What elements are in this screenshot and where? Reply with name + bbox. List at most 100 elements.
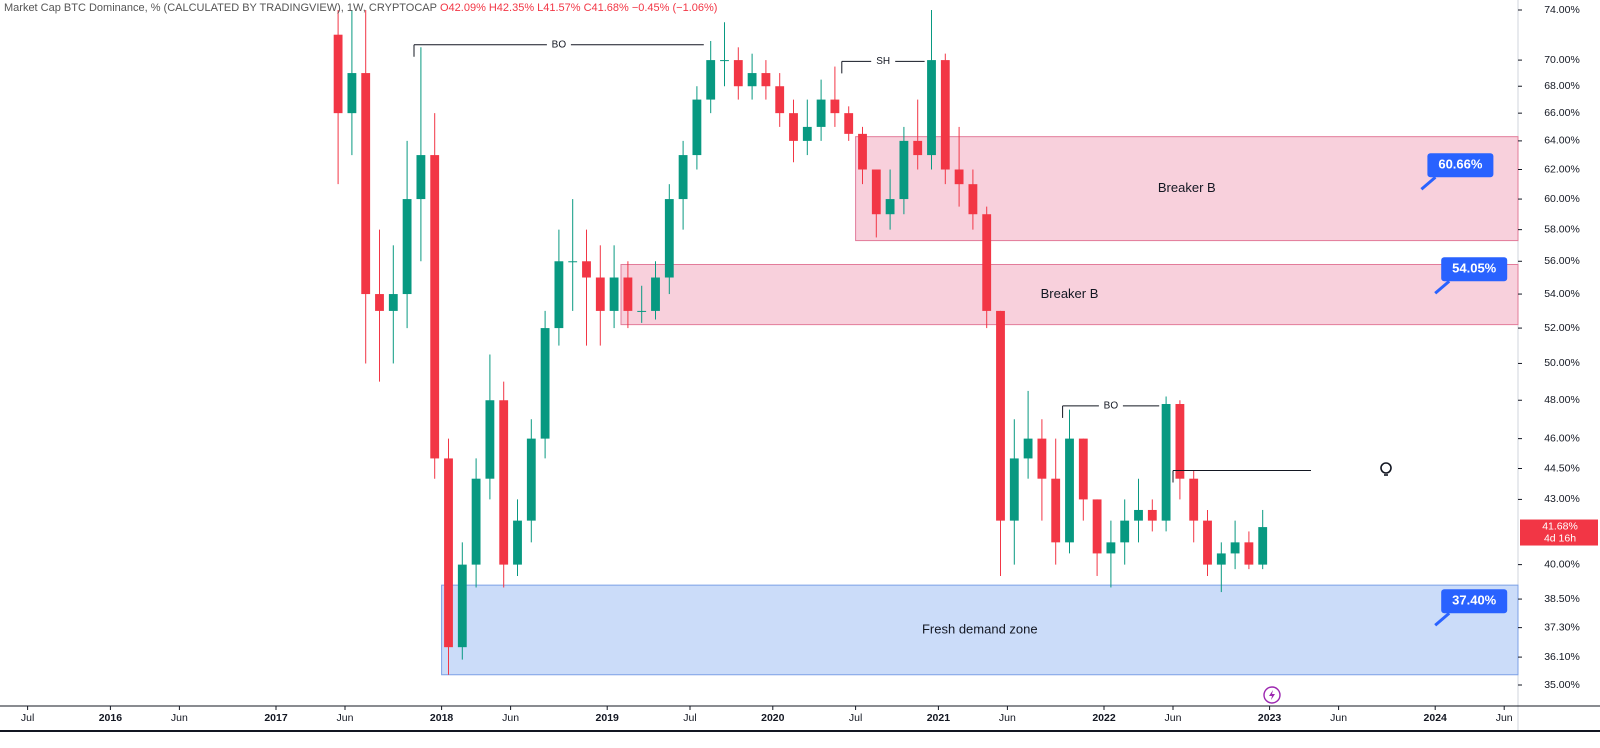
zone	[620, 263, 1519, 326]
ohlc-value: C41.68%	[583, 2, 629, 14]
candle-body	[1037, 438, 1047, 479]
candle-body	[733, 60, 743, 87]
candle-body	[761, 73, 771, 87]
candle-body	[830, 99, 840, 114]
candle-body	[1134, 509, 1143, 521]
candle-body	[692, 99, 702, 156]
candle-body	[899, 140, 909, 200]
y-tick-label: 74.00%	[1544, 4, 1580, 16]
candle-body	[1244, 542, 1254, 565]
candle-body	[1147, 509, 1157, 521]
candle-body	[1120, 520, 1130, 543]
badge-pointer	[1420, 176, 1437, 191]
lightning-icon[interactable]	[1263, 686, 1281, 704]
x-tick-label: 2024	[1424, 712, 1448, 724]
x-tick-label: 2019	[596, 712, 620, 724]
y-tick-label: 54.00%	[1544, 288, 1580, 300]
candle-body	[954, 169, 964, 185]
candle-body	[1258, 527, 1268, 565]
candle-body	[1009, 458, 1019, 521]
candle-body	[485, 400, 495, 479]
candle-body	[1065, 438, 1074, 543]
ohlc-value: −0.45% (−1.06%)	[631, 2, 718, 14]
y-tick-label: 46.00%	[1544, 432, 1580, 444]
candle-body	[582, 261, 591, 278]
ohlc-value: O42.09%	[439, 2, 486, 14]
x-tick-label: 2022	[1092, 712, 1116, 724]
candle-body	[402, 199, 412, 295]
candle-body	[871, 169, 881, 215]
x-tick-label: 2020	[761, 712, 785, 724]
y-tick-label: 64.00%	[1544, 135, 1580, 147]
candle-body	[361, 73, 371, 295]
candle-body	[471, 478, 481, 565]
level-label-bg	[546, 37, 571, 52]
level-label: SH	[876, 56, 890, 67]
candle-body	[347, 73, 357, 114]
candle-body	[775, 86, 785, 114]
y-tick-label: 70.00%	[1544, 54, 1580, 66]
candle-body	[996, 310, 1005, 521]
y-tick-label: 66.00%	[1544, 107, 1580, 119]
last-price-countdown: 4d 16h	[1544, 532, 1576, 544]
x-tick-label: Jul	[683, 712, 696, 724]
x-tick-label: Jun	[502, 712, 519, 724]
candle-body	[1106, 542, 1116, 554]
badge-pointer	[1434, 612, 1451, 627]
candle-body	[816, 99, 826, 127]
candle-body	[802, 126, 812, 141]
y-tick-label: 48.00%	[1544, 394, 1580, 406]
candle-body	[526, 438, 536, 521]
candle-body	[885, 199, 895, 215]
candle-body	[623, 277, 633, 311]
candle-body	[333, 34, 343, 114]
zone	[441, 584, 1519, 676]
price-badge	[1427, 153, 1494, 178]
candle-body	[789, 113, 798, 141]
price-badge-label: 60.66%	[1438, 157, 1483, 172]
candle-body	[1161, 404, 1171, 521]
candle-body	[388, 294, 398, 311]
candle-body	[375, 294, 384, 311]
candle-body	[1216, 553, 1226, 565]
last-price-badge	[1520, 519, 1598, 546]
candle-body	[444, 458, 453, 648]
candle-body	[664, 199, 674, 278]
y-tick-label: 52.00%	[1544, 322, 1580, 334]
candle-body	[1023, 438, 1033, 459]
candle-body	[540, 328, 550, 439]
x-tick-label: Jun	[337, 712, 354, 724]
x-tick-label: 2018	[430, 712, 454, 724]
level-label: BO	[552, 39, 567, 50]
candle-body	[1051, 478, 1061, 543]
y-tick-label: 40.00%	[1544, 558, 1580, 570]
y-tick-label: 37.30%	[1544, 621, 1580, 633]
candle-body	[927, 60, 936, 156]
y-tick-label: 62.00%	[1544, 163, 1580, 175]
x-tick-label: Jun	[1165, 712, 1182, 724]
candle-body	[913, 140, 923, 156]
y-tick-label: 68.00%	[1544, 80, 1580, 92]
ohlc-value: H42.35%	[488, 2, 535, 14]
candle-body	[1175, 404, 1185, 479]
candle-body	[1078, 438, 1088, 500]
x-tick-label: Jul	[21, 712, 34, 724]
candle-body	[595, 277, 605, 311]
candle-body	[637, 310, 647, 312]
badge-pointer	[1434, 280, 1451, 295]
y-tick-label: 35.00%	[1544, 679, 1580, 691]
candle-body	[1092, 499, 1102, 554]
lightbulb-icon[interactable]	[1380, 462, 1392, 476]
zone	[855, 136, 1519, 242]
symbol-title: Market Cap BTC Dominance, % (CALCULATED …	[4, 2, 437, 14]
price-badge-label: 54.05%	[1452, 261, 1497, 276]
plot-area: Breaker B Breaker B Fresh demand zone BO SH B…	[333, 10, 1519, 676]
candle-body	[747, 73, 757, 87]
candle-body	[720, 60, 729, 62]
x-tick-label: Jun	[999, 712, 1016, 724]
candle-body	[554, 261, 564, 329]
candle-body	[609, 277, 619, 311]
candle-body	[1203, 520, 1212, 565]
